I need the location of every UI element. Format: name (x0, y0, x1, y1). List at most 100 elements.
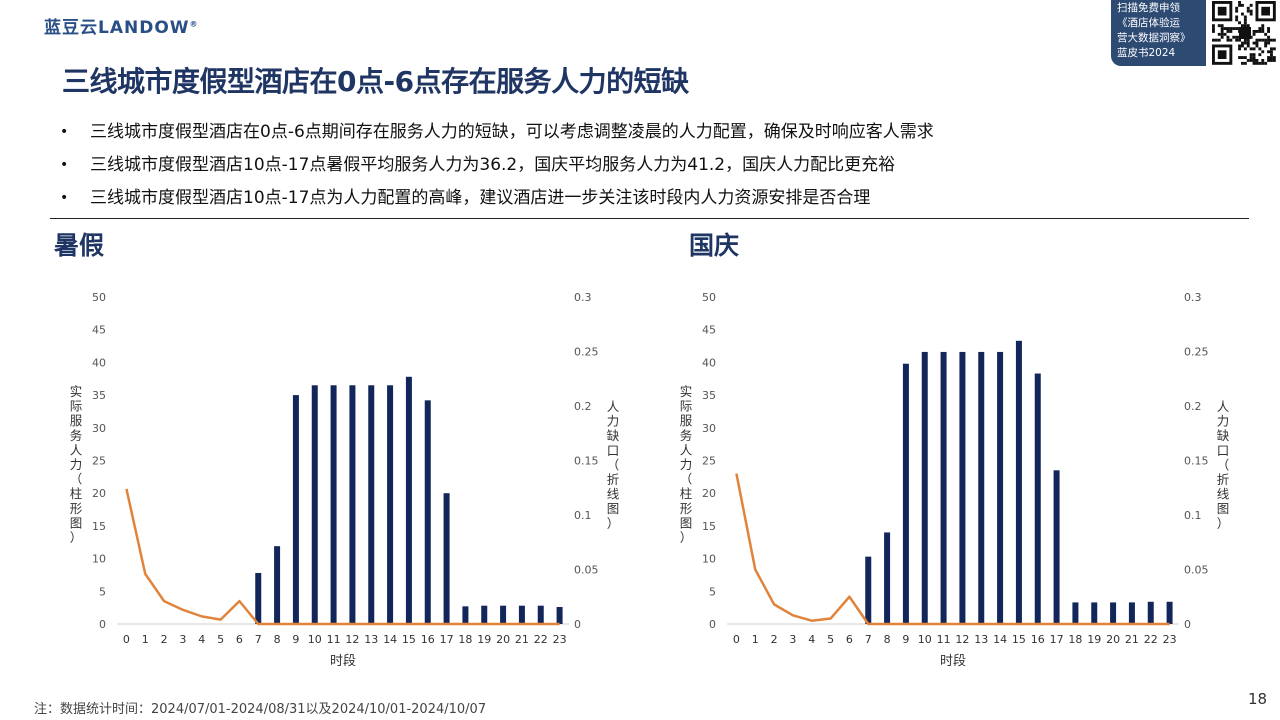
qr-code-icon[interactable] (1212, 1, 1278, 65)
y-tick-label: 10 (92, 553, 106, 566)
y-tick-label: 5 (709, 585, 716, 598)
x-tick-label: 1 (752, 633, 759, 646)
bar (997, 351, 1004, 624)
x-tick-label: 23 (553, 633, 567, 646)
bar (311, 385, 318, 624)
bullet-list: • 三线城市度假型酒店在0点-6点期间存在服务人力的短缺，可以考虑调整凌晨的人力配… (60, 120, 1240, 219)
x-tick-label: 22 (1144, 633, 1158, 646)
y2-tick-label: 0.05 (574, 564, 599, 577)
x-tick-label: 0 (123, 633, 130, 646)
x-tick-label: 4 (198, 633, 205, 646)
x-tick-label: 19 (477, 633, 491, 646)
series-line (125, 488, 560, 626)
bar (500, 605, 507, 624)
x-tick-label: 22 (534, 633, 548, 646)
bar (424, 400, 431, 624)
promo-line: 蓝皮书2024 (1117, 47, 1176, 59)
y-tick-label: 20 (702, 487, 716, 500)
x-tick-label: 9 (292, 633, 299, 646)
divider (50, 218, 1249, 219)
bar (1015, 340, 1022, 624)
footnote: 注：数据统计时间：2024/07/01-2024/08/31以及2024/10/… (34, 702, 487, 717)
x-tick-label: 1 (142, 633, 149, 646)
x-tick-label: 15 (1012, 633, 1026, 646)
bar (902, 363, 909, 624)
y-tick-label: 40 (702, 356, 716, 369)
y2-axis-label: 人力缺口（折线图） (607, 399, 620, 531)
x-tick-label: 20 (1106, 633, 1120, 646)
bar (884, 532, 891, 624)
x-tick-label: 2 (161, 633, 168, 646)
y2-tick-label: 0.1 (574, 509, 592, 522)
y-axis-label: 实际服务人力（柱形图） (680, 384, 693, 545)
y-tick-label: 0 (709, 618, 716, 631)
x-tick-label: 12 (955, 633, 969, 646)
bar (537, 605, 544, 624)
bar (387, 385, 394, 624)
bullet-dot-icon: • (60, 124, 69, 140)
section-title-national: 国庆 (689, 231, 740, 260)
bullet-text: 三线城市度假型酒店10点-17点为人力配置的高峰，建议酒店进一步关注该时段内人力… (90, 188, 871, 208)
x-tick-label: 3 (789, 633, 796, 646)
bar (940, 351, 947, 624)
x-tick-label: 14 (383, 633, 397, 646)
y-tick-label: 45 (702, 324, 716, 337)
bar (330, 385, 337, 624)
y-tick-label: 30 (92, 422, 106, 435)
bullet-item: • 三线城市度假型酒店10点-17点为人力配置的高峰，建议酒店进一步关注该时段内人… (60, 186, 1240, 219)
bar (462, 606, 469, 624)
x-tick-label: 0 (733, 633, 740, 646)
chart-national: 0510152025303540455000.050.10.150.20.250… (680, 291, 1230, 669)
y-tick-label: 20 (92, 487, 106, 500)
x-tick-label: 2 (771, 633, 778, 646)
y2-tick-label: 0.15 (574, 455, 599, 468)
x-tick-label: 3 (179, 633, 186, 646)
bar (1166, 601, 1173, 624)
bullet-text: 三线城市度假型酒店10点-17点暑假平均服务人力为36.2，国庆平均服务人力为4… (90, 155, 896, 175)
bar (1072, 602, 1079, 624)
x-tick-label: 7 (865, 633, 872, 646)
y-axis-label: 实际服务人力（柱形图） (70, 384, 83, 545)
y-tick-label: 35 (92, 389, 106, 402)
y-tick-label: 50 (702, 291, 716, 304)
y-tick-label: 15 (702, 520, 716, 533)
x-tick-label: 16 (421, 633, 435, 646)
y2-tick-label: 0.2 (1184, 400, 1202, 413)
y2-tick-label: 0.3 (574, 291, 592, 304)
x-tick-label: 5 (217, 633, 224, 646)
x-tick-label: 21 (515, 633, 529, 646)
bar (443, 493, 450, 624)
x-tick-label: 17 (440, 633, 454, 646)
bar (1091, 602, 1098, 624)
y2-tick-label: 0.3 (1184, 291, 1202, 304)
x-tick-label: 18 (458, 633, 472, 646)
x-axis-label: 时段 (940, 654, 966, 669)
x-tick-label: 11 (937, 633, 951, 646)
y2-tick-label: 0 (1184, 618, 1191, 631)
bar (978, 351, 985, 624)
x-tick-label: 4 (808, 633, 815, 646)
x-tick-label: 10 (918, 633, 932, 646)
bar (405, 376, 412, 624)
x-tick-label: 10 (308, 633, 322, 646)
x-tick-label: 13 (364, 633, 378, 646)
promo-line: 营大数据洞察》 (1117, 32, 1191, 44)
x-tick-label: 11 (327, 633, 341, 646)
x-tick-label: 7 (255, 633, 262, 646)
bar (1110, 602, 1117, 624)
y2-tick-label: 0.25 (1184, 346, 1209, 359)
bar (556, 606, 563, 624)
x-tick-label: 8 (884, 633, 891, 646)
y-tick-label: 45 (92, 324, 106, 337)
x-tick-label: 23 (1163, 633, 1177, 646)
y-tick-label: 40 (92, 356, 106, 369)
y2-tick-label: 0.15 (1184, 455, 1209, 468)
y2-tick-label: 0.2 (574, 400, 592, 413)
bullet-dot-icon: • (60, 190, 69, 206)
promo-banner[interactable]: 扫描免费申领 《酒店体验运 营大数据洞察》 蓝皮书2024 (1111, 0, 1206, 66)
x-tick-label: 9 (902, 633, 909, 646)
x-tick-label: 18 (1068, 633, 1082, 646)
page-number: 18 (1248, 690, 1268, 708)
bar (1034, 373, 1041, 624)
x-tick-label: 16 (1031, 633, 1045, 646)
